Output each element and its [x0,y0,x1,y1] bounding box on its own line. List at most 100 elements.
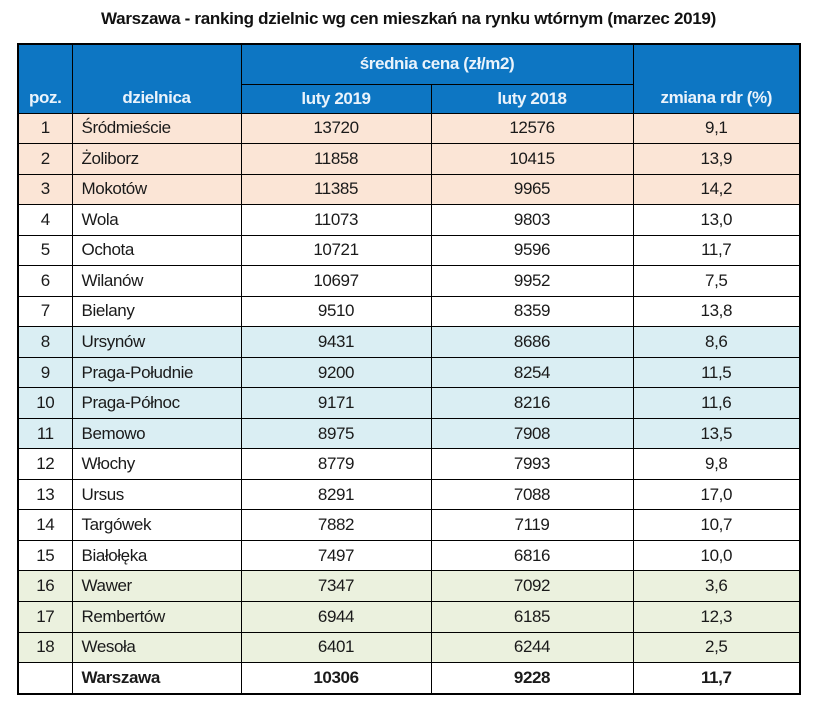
price-2019-cell: 7347 [240,570,432,602]
district-cell: Praga-Północ [71,387,242,419]
price-2019-cell: 8779 [240,448,432,480]
price-2018-cell: 7993 [430,448,634,480]
price-2019-cell: 9431 [240,326,432,358]
rank-cell: 8 [17,326,73,358]
change-cell: 17,0 [632,478,801,511]
district-cell: Wola [71,204,242,236]
page-title: Warszawa - ranking dzielnic wg cen miesz… [101,9,716,28]
price-2018-cell: 9965 [430,173,634,206]
district-cell: Bielany [71,295,242,328]
rank-cell: 11 [17,417,73,450]
price-2018-cell: 12576 [430,112,634,145]
table-row: 2 Żoliborz 11858 10415 13,9 [17,143,801,175]
rank-cell: 13 [17,478,73,511]
price-2018-cell: 8359 [430,295,634,328]
table-row: 14 Targówek 7882 7119 10,7 [17,509,801,541]
district-cell: Warszawa [71,662,242,695]
table-row: 7 Bielany 9510 8359 13,8 [17,295,801,328]
change-cell: 2,5 [632,631,801,664]
district-cell: Rembertów [71,601,242,633]
table-row: 11 Bemowo 8975 7908 13,5 [17,417,801,450]
table-row: 12 Włochy 8779 7993 9,8 [17,448,801,480]
change-cell: 13,0 [632,204,801,236]
rank-cell: 7 [17,295,73,328]
change-cell: 10,7 [632,509,801,541]
summary-row: Warszawa 10306 9228 11,7 [17,662,801,695]
price-2019-cell: 11858 [240,143,432,175]
district-cell: Ursus [71,478,242,511]
change-cell: 7,5 [632,265,801,297]
price-2018-cell: 9596 [430,234,634,267]
col-header-change-yoy: zmiana rdr (%) [632,43,801,114]
rank-cell: 9 [17,356,73,389]
change-cell: 11,5 [632,356,801,389]
price-2019-cell: 11073 [240,204,432,236]
col-header-feb-2019: luty 2019 [240,83,432,114]
col-header-feb-2018: luty 2018 [430,83,634,114]
price-2019-cell: 6944 [240,601,432,633]
change-cell: 11,7 [632,234,801,267]
rank-cell: 10 [17,387,73,419]
price-2019-cell: 13720 [240,112,432,145]
price-2018-cell: 6244 [430,631,634,664]
price-2018-cell: 7088 [430,478,634,511]
price-2019-cell: 9200 [240,356,432,389]
district-cell: Białołęka [71,539,242,572]
price-2018-cell: 9228 [430,662,634,695]
table-row: 6 Wilanów 10697 9952 7,5 [17,265,801,297]
price-2018-cell: 9952 [430,265,634,297]
price-2019-cell: 10697 [240,265,432,297]
district-cell: Ursynów [71,326,242,358]
table-row: 10 Praga-Północ 9171 8216 11,6 [17,387,801,419]
rank-cell: 14 [17,509,73,541]
table-row: 15 Białołęka 7497 6816 10,0 [17,539,801,572]
table-row: 8 Ursynów 9431 8686 8,6 [17,326,801,358]
price-2018-cell: 8686 [430,326,634,358]
district-cell: Ochota [71,234,242,267]
change-cell: 14,2 [632,173,801,206]
district-cell: Wawer [71,570,242,602]
price-2018-cell: 7119 [430,509,634,541]
table-row: 5 Ochota 10721 9596 11,7 [17,234,801,267]
table-row: 3 Mokotów 11385 9965 14,2 [17,173,801,206]
district-cell: Wesoła [71,631,242,664]
table-row: 16 Wawer 7347 7092 3,6 [17,570,801,602]
price-2018-cell: 7092 [430,570,634,602]
table-body: 1 Śródmieście 13720 12576 9,1 2 Żoliborz… [17,112,801,664]
ranking-table: poz. dzielnica średnia cena (zł/m2) zmia… [17,43,802,695]
rank-cell: 12 [17,448,73,480]
price-2019-cell: 8291 [240,478,432,511]
district-cell: Praga-Południe [71,356,242,389]
price-2018-cell: 6185 [430,601,634,633]
table-row: 13 Ursus 8291 7088 17,0 [17,478,801,511]
price-2019-cell: 10306 [240,662,432,695]
change-cell: 12,3 [632,601,801,633]
change-cell: 3,6 [632,570,801,602]
change-cell: 13,8 [632,295,801,328]
price-2018-cell: 7908 [430,417,634,450]
district-cell: Bemowo [71,417,242,450]
col-group-header-avg-price: średnia cena (zł/m2) [240,43,634,85]
change-cell: 13,9 [632,143,801,175]
table-summary: Warszawa 10306 9228 11,7 [17,662,801,695]
rank-cell: 5 [17,234,73,267]
price-2019-cell: 9510 [240,295,432,328]
table-row: 4 Wola 11073 9803 13,0 [17,204,801,236]
rank-cell: 3 [17,173,73,206]
table-header: poz. dzielnica średnia cena (zł/m2) zmia… [17,43,801,114]
price-2019-cell: 9171 [240,387,432,419]
district-cell: Żoliborz [71,143,242,175]
price-2019-cell: 11385 [240,173,432,206]
price-2019-cell: 8975 [240,417,432,450]
rank-cell [17,662,73,695]
change-cell: 8,6 [632,326,801,358]
price-2018-cell: 10415 [430,143,634,175]
rank-cell: 17 [17,601,73,633]
price-2019-cell: 7882 [240,509,432,541]
district-cell: Mokotów [71,173,242,206]
change-cell: 9,8 [632,448,801,480]
col-header-dzielnica: dzielnica [71,43,242,114]
rank-cell: 18 [17,631,73,664]
district-cell: Wilanów [71,265,242,297]
district-cell: Włochy [71,448,242,480]
